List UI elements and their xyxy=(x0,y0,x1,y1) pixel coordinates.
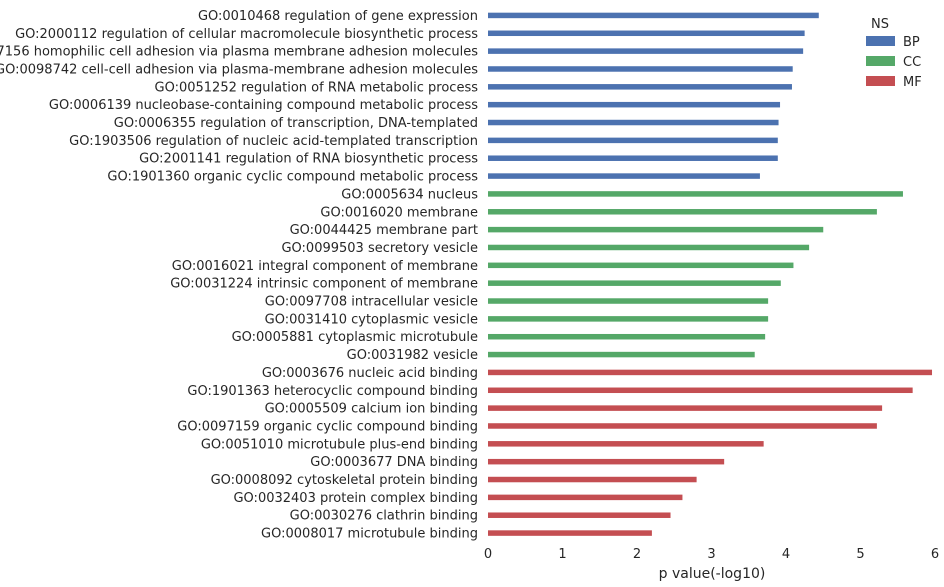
bar-cc-11 xyxy=(488,191,903,197)
category-label: GO:0005509 calcium ion binding xyxy=(265,402,478,417)
category-label: GO:1901360 organic cyclic compound metab… xyxy=(107,170,478,185)
bars-group xyxy=(488,12,933,536)
bar-mf-25 xyxy=(488,441,764,447)
category-label: GO:0006355 regulation of transcription, … xyxy=(114,116,478,131)
bar-bp-1 xyxy=(488,12,819,19)
legend-swatch-mf xyxy=(866,76,895,86)
category-label: GO:0010468 regulation of gene expression xyxy=(198,9,478,24)
bar-bp-6 xyxy=(488,101,781,108)
bar-cc-17 xyxy=(488,298,769,304)
bar-bp-4 xyxy=(488,66,793,72)
bar-cc-16 xyxy=(488,280,781,286)
category-label: GO:0008092 cytoskeletal protein binding xyxy=(211,473,478,488)
category-label: GO:0003676 nucleic acid binding xyxy=(262,366,478,381)
bar-cc-13 xyxy=(488,226,824,233)
x-tick-labels-group: 0 1 2 3 4 5 6 xyxy=(484,547,939,562)
bar-bp-8 xyxy=(488,137,778,144)
bar-mf-21 xyxy=(488,369,933,376)
category-label: GO:1901363 heterocyclic compound binding xyxy=(187,384,478,399)
x-tick-label: 0 xyxy=(484,547,492,562)
x-axis-title: p value(-log10) xyxy=(659,566,766,582)
bar-mf-26 xyxy=(488,458,725,465)
category-label: GO:0016020 membrane xyxy=(320,205,478,220)
category-label: GO:0098742 cell-cell adhesion via plasma… xyxy=(0,62,478,77)
legend-swatch-cc xyxy=(866,56,895,66)
bar-cc-15 xyxy=(488,262,794,269)
category-label: GO:0031224 intrinsic component of membra… xyxy=(170,277,478,292)
bar-mf-29 xyxy=(488,512,671,518)
bar-bp-7 xyxy=(488,119,779,126)
legend-label-cc: CC xyxy=(903,55,921,70)
category-label: GO:0097159 organic cyclic compound bindi… xyxy=(177,419,478,434)
category-label: GO:1903506 regulation of nucleic acid-te… xyxy=(69,134,478,149)
category-label: GO:0008017 microtubule binding xyxy=(261,527,478,542)
category-label: GO:0099503 secretory vesicle xyxy=(281,241,478,256)
category-label: GO:0006139 nucleobase-containing compoun… xyxy=(49,98,478,113)
x-tick-label: 3 xyxy=(707,547,715,562)
x-tick-label: 5 xyxy=(856,547,864,562)
legend-swatch-bp xyxy=(866,36,895,46)
category-labels-group: GO:0010468 regulation of gene expression… xyxy=(0,9,478,542)
legend-label-mf: MF xyxy=(903,75,922,90)
category-label: GO:0097708 intracellular vesicle xyxy=(265,295,478,310)
x-tick-label: 1 xyxy=(558,547,566,562)
category-label: GO:0031410 cytoplasmic vesicle xyxy=(265,312,478,327)
x-tick-label: 4 xyxy=(782,547,790,562)
category-label: GO:0005881 cytoplasmic microtubule xyxy=(232,330,478,345)
category-label: GO:2000112 regulation of cellular macrom… xyxy=(15,27,478,42)
bar-cc-12 xyxy=(488,209,877,215)
bar-bp-2 xyxy=(488,30,805,37)
bar-cc-20 xyxy=(488,351,755,358)
category-label: GO:0007156 homophilic cell adhesion via … xyxy=(0,45,478,60)
x-tick-label: 2 xyxy=(633,547,641,562)
category-label: GO:2001141 regulation of RNA biosyntheti… xyxy=(139,152,478,167)
legend: NS BP CC MF xyxy=(866,17,922,90)
category-label: GO:0032403 protein complex binding xyxy=(233,491,478,506)
x-tick-label: 6 xyxy=(931,547,939,562)
bar-bp-10 xyxy=(488,173,760,179)
bar-mf-28 xyxy=(488,494,683,501)
category-label: GO:0044425 membrane part xyxy=(290,223,478,238)
bar-bp-3 xyxy=(488,48,804,54)
bar-mf-22 xyxy=(488,387,913,394)
category-label: GO:0031982 vesicle xyxy=(347,348,478,363)
bar-cc-18 xyxy=(488,316,769,322)
category-label: GO:0051010 microtubule plus-end binding xyxy=(201,437,478,452)
bar-cc-19 xyxy=(488,333,766,340)
legend-label-bp: BP xyxy=(903,35,920,50)
bar-mf-30 xyxy=(488,530,652,536)
category-label: GO:0051252 regulation of RNA metabolic p… xyxy=(155,80,479,95)
bar-bp-5 xyxy=(488,84,792,90)
bar-mf-24 xyxy=(488,423,877,429)
legend-title: NS xyxy=(871,17,889,32)
bar-cc-14 xyxy=(488,244,810,251)
bar-bp-9 xyxy=(488,155,778,161)
category-label: GO:0003677 DNA binding xyxy=(310,455,478,470)
bar-mf-27 xyxy=(488,476,697,483)
category-label: GO:0030276 clathrin binding xyxy=(290,509,478,524)
category-label: GO:0016021 integral component of membran… xyxy=(172,259,478,274)
bar-mf-23 xyxy=(488,405,883,411)
category-label: GO:0005634 nucleus xyxy=(341,187,478,202)
